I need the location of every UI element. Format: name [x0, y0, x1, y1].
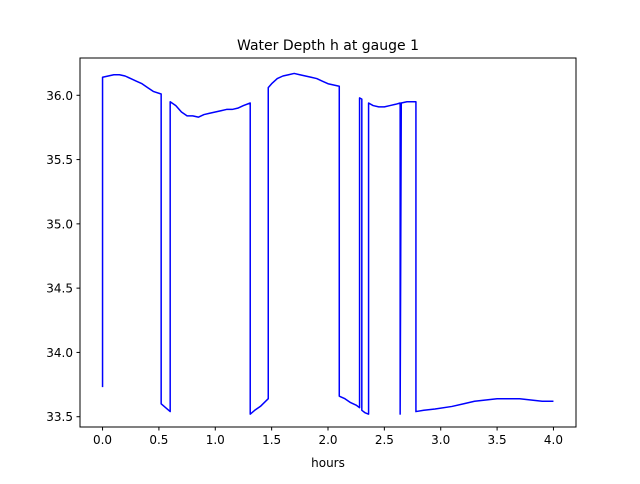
x-tick-label: 0.0: [93, 433, 112, 447]
series-line: [101, 72, 554, 415]
x-tick-label: 2.0: [318, 433, 337, 447]
x-tick-label: 1.5: [262, 433, 281, 447]
series-layer: [101, 72, 554, 415]
y-tick-label: 35.0: [46, 217, 73, 231]
x-tick-label: 3.5: [488, 433, 507, 447]
y-tick-label: 34.5: [46, 282, 73, 296]
x-axis-ticks: 0.0 0.5 1.0 1.5 2.0 2.5 3.0 3.5 4.0: [93, 427, 563, 447]
y-tick-label: 35.5: [46, 153, 73, 167]
y-axis-ticks: 33.5 34.0 34.5 35.0 35.5 36.0: [46, 89, 80, 424]
plot-frame: [79, 57, 577, 428]
x-axis-label: hours: [311, 456, 345, 470]
y-tick-label: 33.5: [46, 410, 73, 424]
x-tick-label: 0.5: [149, 433, 168, 447]
y-tick-label: 36.0: [46, 89, 73, 103]
y-tick-label: 34.0: [46, 346, 73, 360]
x-tick-label: 2.5: [375, 433, 394, 447]
x-tick-label: 4.0: [544, 433, 563, 447]
x-tick-label: 3.0: [431, 433, 450, 447]
chart-title: Water Depth h at gauge 1: [237, 38, 419, 54]
x-tick-label: 1.0: [206, 433, 225, 447]
